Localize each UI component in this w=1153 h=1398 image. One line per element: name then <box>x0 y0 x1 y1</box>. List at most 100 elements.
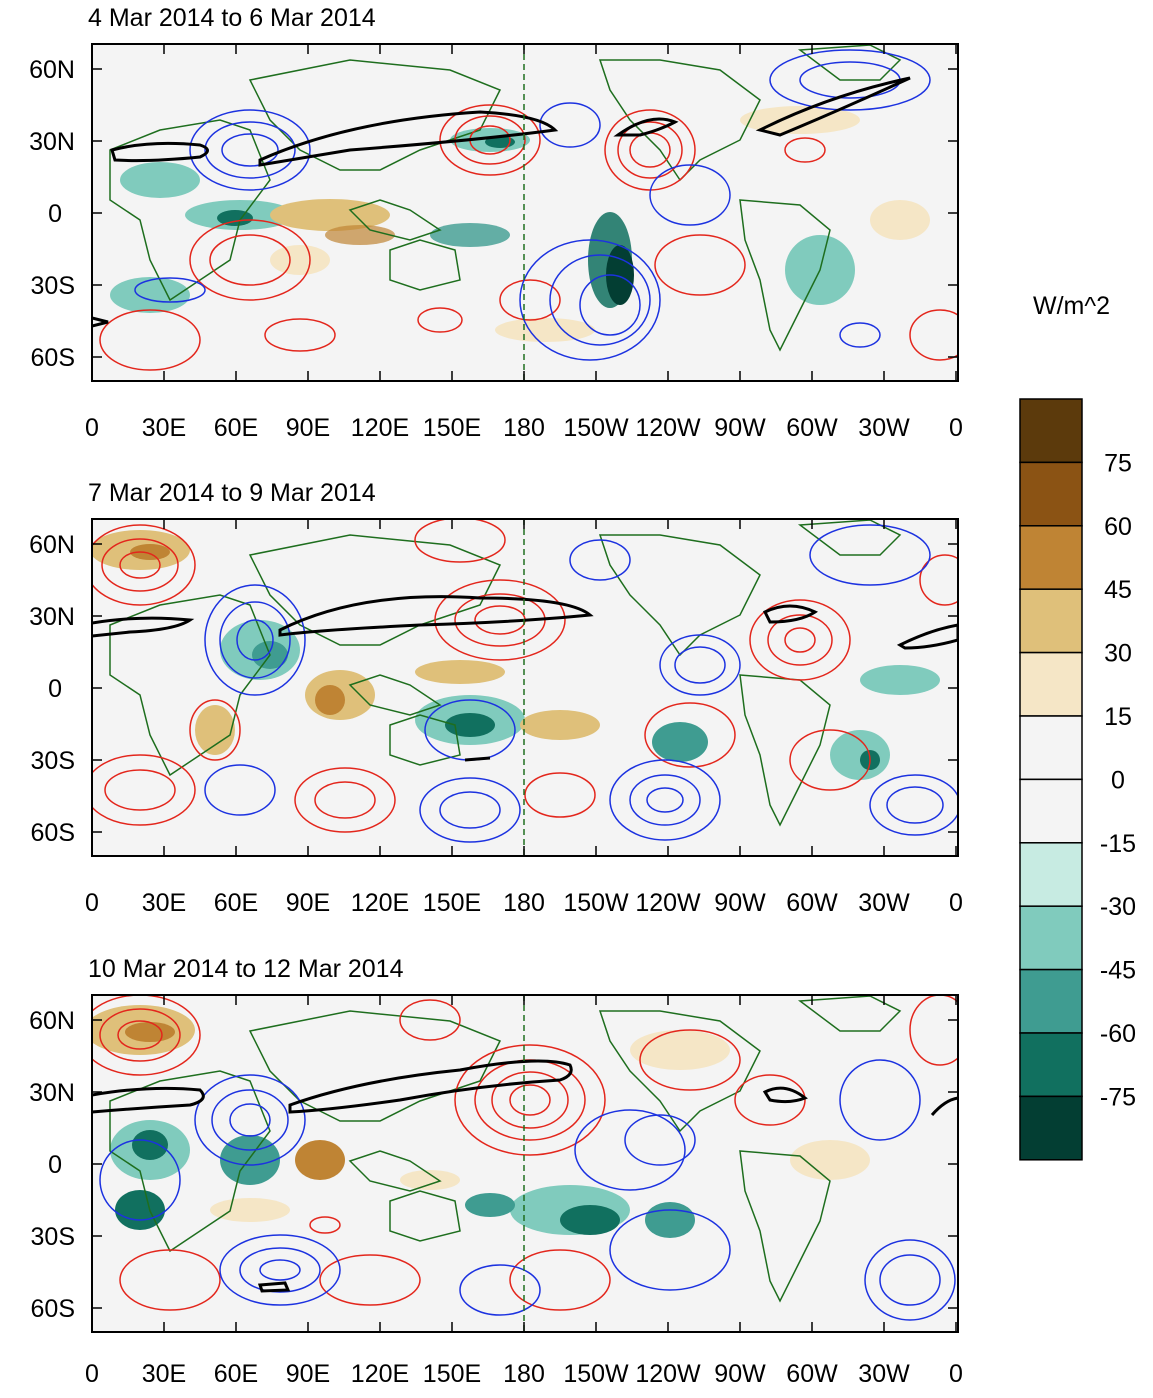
x-tick-label: 150E <box>423 414 481 442</box>
colorbar-swatch <box>1019 651 1083 717</box>
x-tick-label: 0 <box>85 1360 99 1388</box>
x-tick-label: 30E <box>142 414 186 442</box>
x-tick-label: 120W <box>635 889 701 917</box>
x-tick-label: 150W <box>563 414 629 442</box>
y-tick-label: 60N <box>29 1007 75 1035</box>
colorbar-units: W/m^2 <box>1033 292 1110 320</box>
negative-contours <box>99 1059 956 1321</box>
colorbar-swatch <box>1019 525 1083 590</box>
negative-contours <box>204 524 958 843</box>
colorbar-label: -75 <box>1100 1083 1136 1111</box>
map-panel-1: 4 Mar 2014 to 6 Mar 2014 <box>29 4 963 442</box>
x-tick-label: 150W <box>563 1360 629 1388</box>
colorbar-labels: 75 60 45 30 15 0 -15 -30 -45 -60 -75 <box>1100 449 1136 1111</box>
y-tick-label: 0 <box>48 1151 62 1179</box>
x-tick-label: 120E <box>351 889 409 917</box>
x-axis-labels: 0 30E 60E 90E 120E 150E 180 150W 120W 90… <box>85 414 963 442</box>
colorbar-label: -15 <box>1100 830 1136 858</box>
y-axis-labels: 60N 30N 0 30S 60S <box>29 56 75 372</box>
y-tick-label: 60N <box>29 56 75 84</box>
positive-contours <box>99 104 958 371</box>
x-tick-label: 60E <box>214 414 258 442</box>
colorbar: W/m^2 75 60 45 30 15 0 -15 -30 -45 -60 -75 <box>1019 292 1136 1161</box>
land-outlines <box>109 44 902 352</box>
colorbar-swatches <box>1019 398 1083 1161</box>
colorbar-label: -60 <box>1100 1020 1136 1048</box>
x-tick-label: 60W <box>786 1360 838 1388</box>
x-tick-label: 120E <box>351 1360 409 1388</box>
jet-contours <box>92 76 911 328</box>
colorbar-swatch <box>1019 588 1083 654</box>
colorbar-label: 75 <box>1104 449 1132 477</box>
colorbar-label: 15 <box>1104 703 1132 731</box>
colorbar-swatch <box>1019 715 1083 781</box>
panel-title: 10 Mar 2014 to 12 Mar 2014 <box>88 955 404 983</box>
y-tick-label: 60S <box>31 1295 75 1323</box>
x-tick-label: 30E <box>142 889 186 917</box>
y-tick-label: 60N <box>29 531 75 559</box>
x-tick-label: 90W <box>714 414 766 442</box>
y-tick-label: 60S <box>31 344 75 372</box>
positive-contours <box>92 995 958 1311</box>
colorbar-swatch <box>1019 1095 1083 1161</box>
x-tick-label: 30W <box>858 1360 910 1388</box>
x-tick-label: 60E <box>214 889 258 917</box>
y-tick-label: 30N <box>29 603 75 631</box>
colorbar-label: 30 <box>1104 640 1132 668</box>
colorbar-swatch <box>1019 842 1083 907</box>
positive-contours <box>92 519 958 833</box>
y-tick-label: 30S <box>31 272 75 300</box>
x-tick-label: 0 <box>85 414 99 442</box>
colorbar-swatch <box>1019 905 1083 971</box>
land-outlines <box>109 519 902 827</box>
x-tick-label: 180 <box>503 889 545 917</box>
x-tick-label: 30W <box>858 414 910 442</box>
colorbar-label: 45 <box>1104 576 1132 604</box>
x-tick-label: 0 <box>949 414 963 442</box>
x-tick-label: 180 <box>503 414 545 442</box>
map-panel-3: 10 Mar 2014 to 12 Mar 2014 <box>29 955 963 1388</box>
tick-marks <box>91 44 958 381</box>
x-axis-labels: 0 30E 60E 90E 120E 150E 180 150W 120W 90… <box>85 1360 963 1388</box>
x-axis-labels: 0 30E 60E 90E 120E 150E 180 150W 120W 90… <box>85 889 963 917</box>
x-tick-label: 120E <box>351 414 409 442</box>
colorbar-swatch <box>1019 968 1083 1034</box>
ocean-shading <box>92 1005 870 1238</box>
y-tick-label: 60S <box>31 819 75 847</box>
y-tick-label: 30S <box>31 747 75 775</box>
x-tick-label: 0 <box>949 1360 963 1388</box>
colorbar-label: 0 <box>1111 766 1125 794</box>
y-axis-labels: 60N 30N 0 30S 60S <box>29 531 75 847</box>
colorbar-label: -45 <box>1100 957 1136 985</box>
colorbar-swatch <box>1019 398 1083 464</box>
x-tick-label: 90E <box>286 1360 330 1388</box>
x-tick-label: 150E <box>423 1360 481 1388</box>
y-tick-label: 30N <box>29 128 75 156</box>
tick-marks <box>91 519 958 856</box>
x-tick-label: 120W <box>635 414 701 442</box>
x-tick-label: 180 <box>503 1360 545 1388</box>
x-tick-label: 90W <box>714 889 766 917</box>
panel-title: 4 Mar 2014 to 6 Mar 2014 <box>88 4 376 32</box>
colorbar-label: -30 <box>1100 893 1136 921</box>
x-tick-label: 90E <box>286 414 330 442</box>
colorbar-swatch <box>1019 461 1083 527</box>
colorbar-swatch <box>1019 1032 1083 1098</box>
x-tick-label: 150W <box>563 889 629 917</box>
y-tick-label: 0 <box>48 200 62 228</box>
y-axis-labels: 60N 30N 0 30S 60S <box>29 1007 75 1323</box>
colorbar-swatch <box>1019 778 1083 844</box>
x-tick-label: 30E <box>142 1360 186 1388</box>
negative-contours <box>134 49 931 361</box>
colorbar-label: 60 <box>1104 513 1132 541</box>
x-tick-label: 0 <box>85 889 99 917</box>
ocean-shading <box>92 530 940 780</box>
x-tick-label: 60W <box>786 889 838 917</box>
x-tick-label: 60E <box>214 1360 258 1388</box>
map-panel-2: 7 Mar 2014 to 9 Mar 2014 <box>29 479 963 917</box>
jet-contours <box>92 1059 958 1293</box>
x-tick-label: 90E <box>286 889 330 917</box>
y-tick-label: 0 <box>48 675 62 703</box>
x-tick-label: 90W <box>714 1360 766 1388</box>
y-tick-label: 30N <box>29 1079 75 1107</box>
